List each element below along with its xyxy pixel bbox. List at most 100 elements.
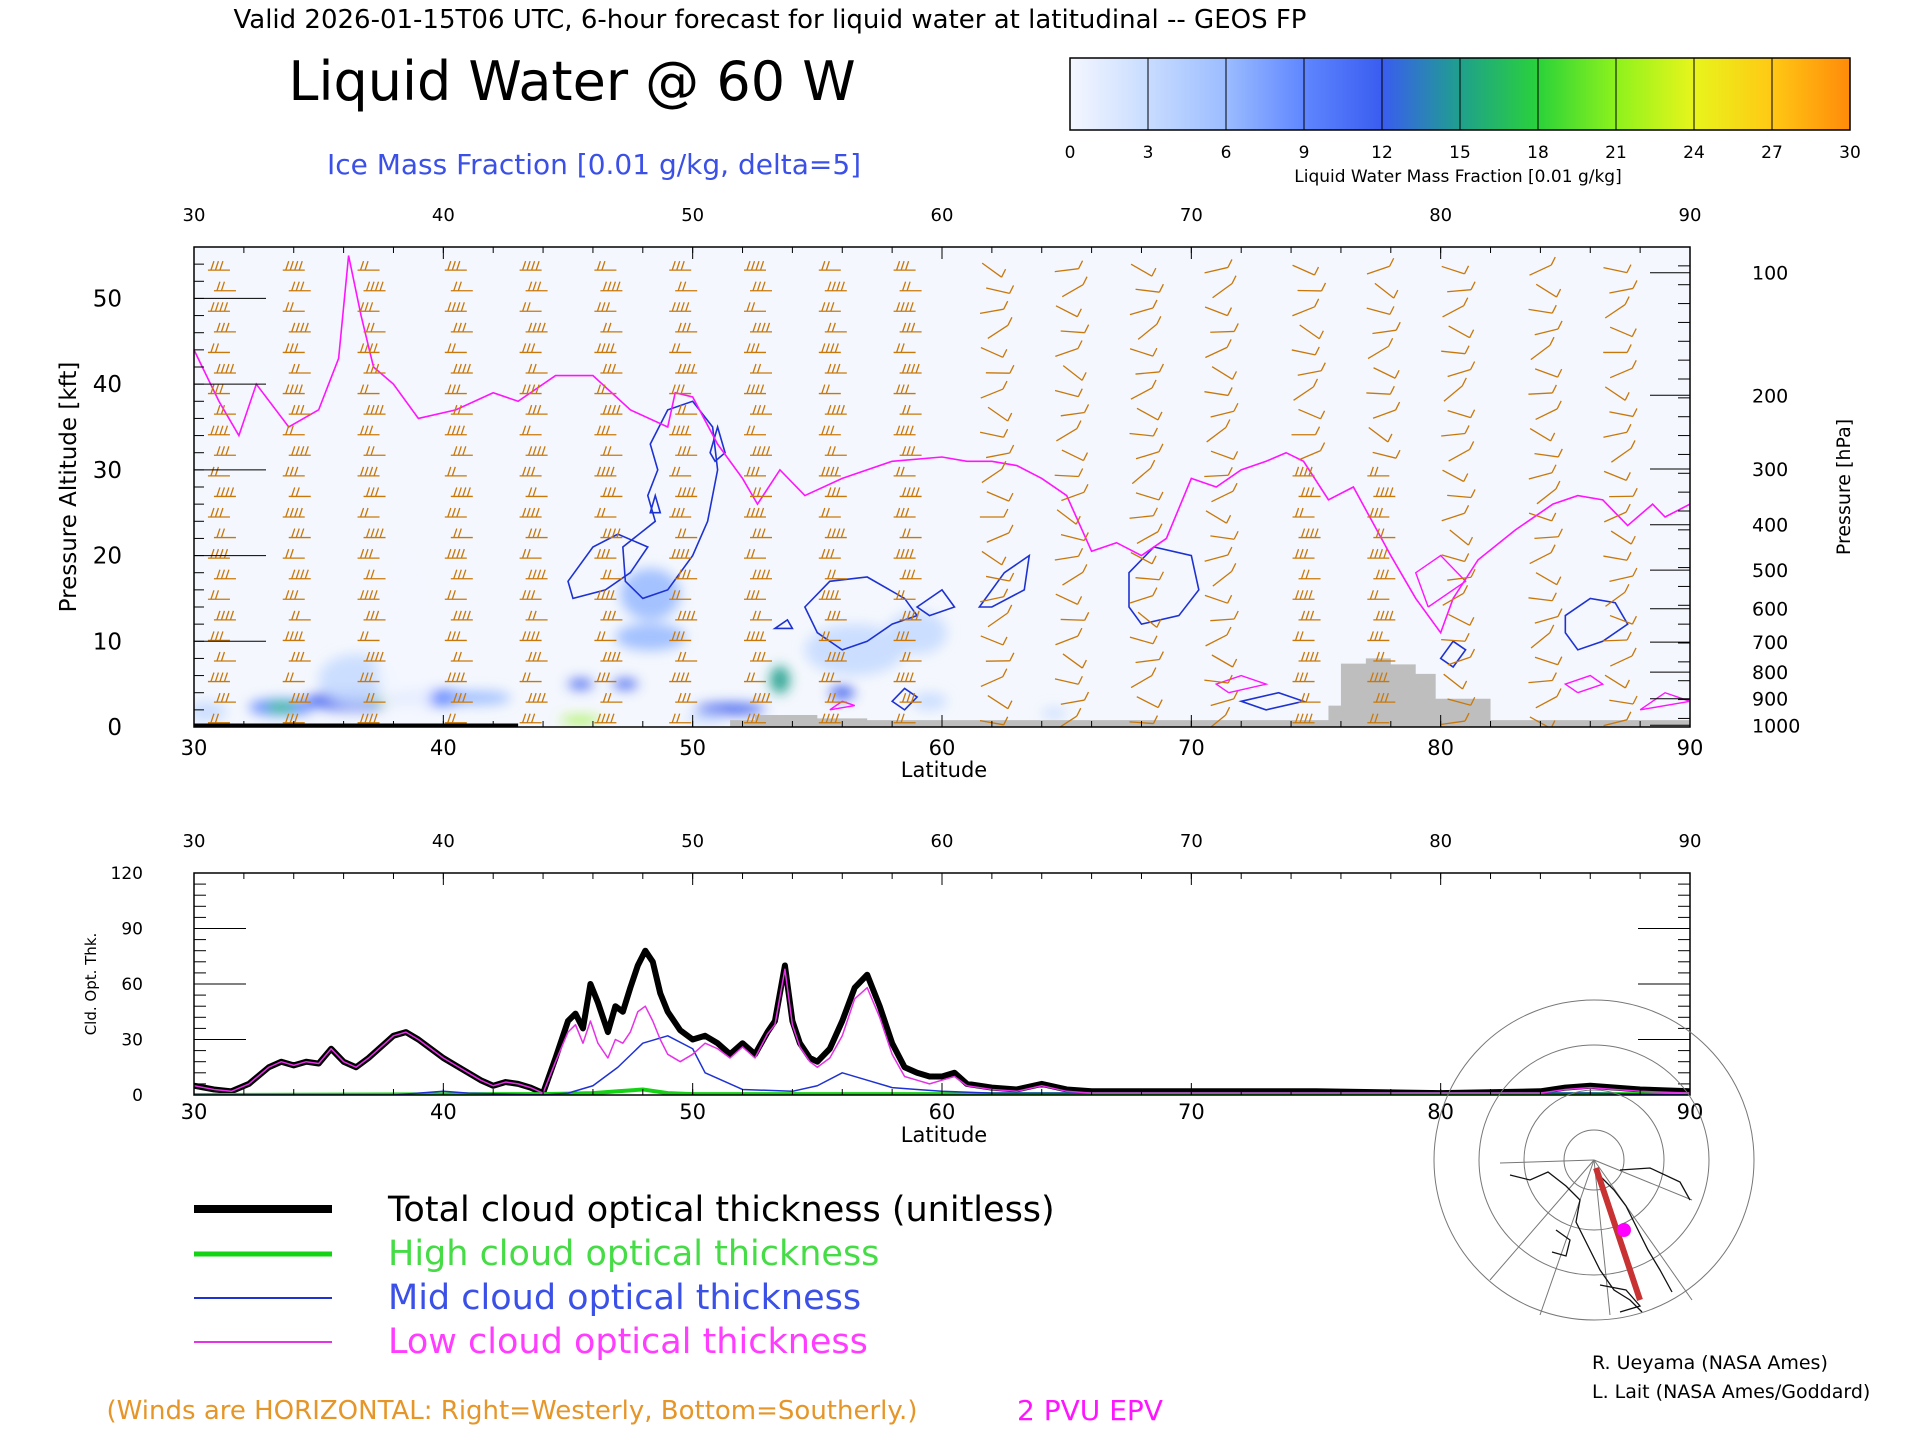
wind-barb	[207, 384, 230, 395]
wind-barb	[1292, 298, 1320, 317]
wind-barb	[525, 322, 548, 333]
wind-barb	[744, 507, 766, 518]
colorbar-segment	[1304, 58, 1383, 130]
wind-barb	[1442, 584, 1469, 606]
wind-barb	[213, 569, 236, 580]
wind-barb	[207, 548, 230, 559]
wind-barb	[594, 384, 617, 395]
wind-barb	[519, 466, 542, 477]
wind-barb	[363, 569, 386, 580]
wind-barb	[1528, 512, 1557, 522]
wind-barb	[1297, 362, 1326, 376]
top-xlabel: Latitude	[901, 758, 987, 782]
wind-barb	[1609, 408, 1638, 418]
wind-barb	[282, 672, 305, 683]
epv-line	[194, 255, 1690, 711]
credit-line-1: R. Ueyama (NASA Ames)	[1592, 1352, 1828, 1374]
wind-barb	[1060, 611, 1090, 621]
wind-barb	[525, 610, 548, 621]
wind-barb	[744, 384, 766, 395]
wind-barb	[1373, 610, 1396, 621]
wind-barb	[363, 692, 386, 703]
liquid-water-blob	[568, 679, 593, 690]
top-x-tick-label-upper: 50	[681, 205, 704, 226]
ice-contour	[1238, 691, 1307, 711]
wind-barb	[750, 692, 772, 703]
bottom-x-tick-label-upper: 90	[1679, 831, 1702, 852]
wind-barb	[1204, 546, 1233, 562]
wind-barb	[1372, 321, 1401, 335]
ice-contour	[649, 492, 662, 514]
wind-barb	[519, 507, 542, 518]
wind-barb	[675, 487, 698, 498]
terrain-area	[194, 658, 1690, 727]
wind-barb	[1448, 325, 1475, 339]
wind-barb	[1293, 378, 1319, 401]
wind-barb	[1603, 711, 1632, 727]
wind-barb	[899, 692, 922, 703]
wind-barb	[207, 260, 230, 271]
epv-loop	[1563, 674, 1605, 694]
wind-barb	[282, 466, 305, 477]
wind-barb	[1205, 339, 1232, 359]
top-y-tick-label: 20	[93, 544, 122, 570]
wind-barb	[525, 487, 548, 498]
wind-barb	[363, 322, 386, 333]
terrain	[194, 658, 1690, 727]
wind-barb	[600, 569, 623, 580]
wind-barb	[288, 363, 311, 374]
wind-barb	[444, 425, 467, 436]
wind-barb	[1447, 409, 1476, 419]
wind-barb	[675, 692, 698, 703]
credit-line-2: L. Lait (NASA Ames/Goddard)	[1592, 1381, 1870, 1403]
map-latitude-circle	[1563, 1129, 1625, 1191]
wind-barb	[980, 346, 1008, 358]
map-latitude-circle	[1523, 1089, 1665, 1231]
wind-barb	[1130, 667, 1157, 689]
wind-barb	[1209, 706, 1231, 727]
wind-barb	[444, 631, 467, 642]
wind-barb	[675, 446, 698, 456]
colorbar-segment	[1070, 58, 1149, 130]
wind-barb	[744, 548, 766, 559]
colorbar-segment	[1460, 58, 1539, 130]
wind-barb	[363, 487, 386, 498]
wind-barb	[818, 713, 841, 724]
wind-barb	[525, 281, 548, 292]
colorbar-segment	[1226, 58, 1305, 130]
wind-barb	[893, 631, 916, 642]
wind-barb	[986, 285, 1015, 295]
wind-barb	[1205, 510, 1232, 524]
wind-barb	[1372, 401, 1401, 419]
wind-barb	[450, 610, 473, 621]
wind-barb	[818, 507, 841, 518]
wind-barb	[1604, 296, 1630, 319]
liquid-water-blob	[194, 701, 227, 722]
wind-barb	[750, 322, 772, 333]
wind-barb	[744, 590, 766, 600]
liquid-water-blob	[829, 685, 855, 700]
wind-barb	[1130, 551, 1157, 565]
optical-thickness-axes: 30 30 40 40 50 50 60 60 70 70 80 80 90 90 0 30 60 90 120	[111, 831, 1704, 1124]
wind-barb	[1528, 304, 1557, 314]
wind-barb	[600, 651, 623, 662]
wind-barb	[525, 569, 548, 580]
wind-barb	[985, 572, 1015, 582]
wind-barb	[357, 590, 380, 600]
colorbar-tick-label: 18	[1527, 143, 1549, 163]
wind-barb	[450, 569, 473, 580]
map-coastline	[1599, 1284, 1642, 1313]
wind-barb	[207, 302, 230, 312]
wind-barb	[1535, 283, 1562, 298]
wind-barb	[282, 384, 305, 395]
pressure-tick-label: 300	[1752, 459, 1788, 481]
wind-barb	[357, 466, 380, 477]
wind-barb	[750, 569, 772, 580]
wind-barb	[1054, 547, 1084, 561]
epv-loop	[1639, 691, 1690, 711]
wind-barb	[669, 260, 692, 271]
wind-barb	[824, 610, 847, 621]
wind-barb	[744, 343, 766, 354]
wind-barb	[818, 466, 841, 477]
wind-barb	[750, 610, 772, 621]
